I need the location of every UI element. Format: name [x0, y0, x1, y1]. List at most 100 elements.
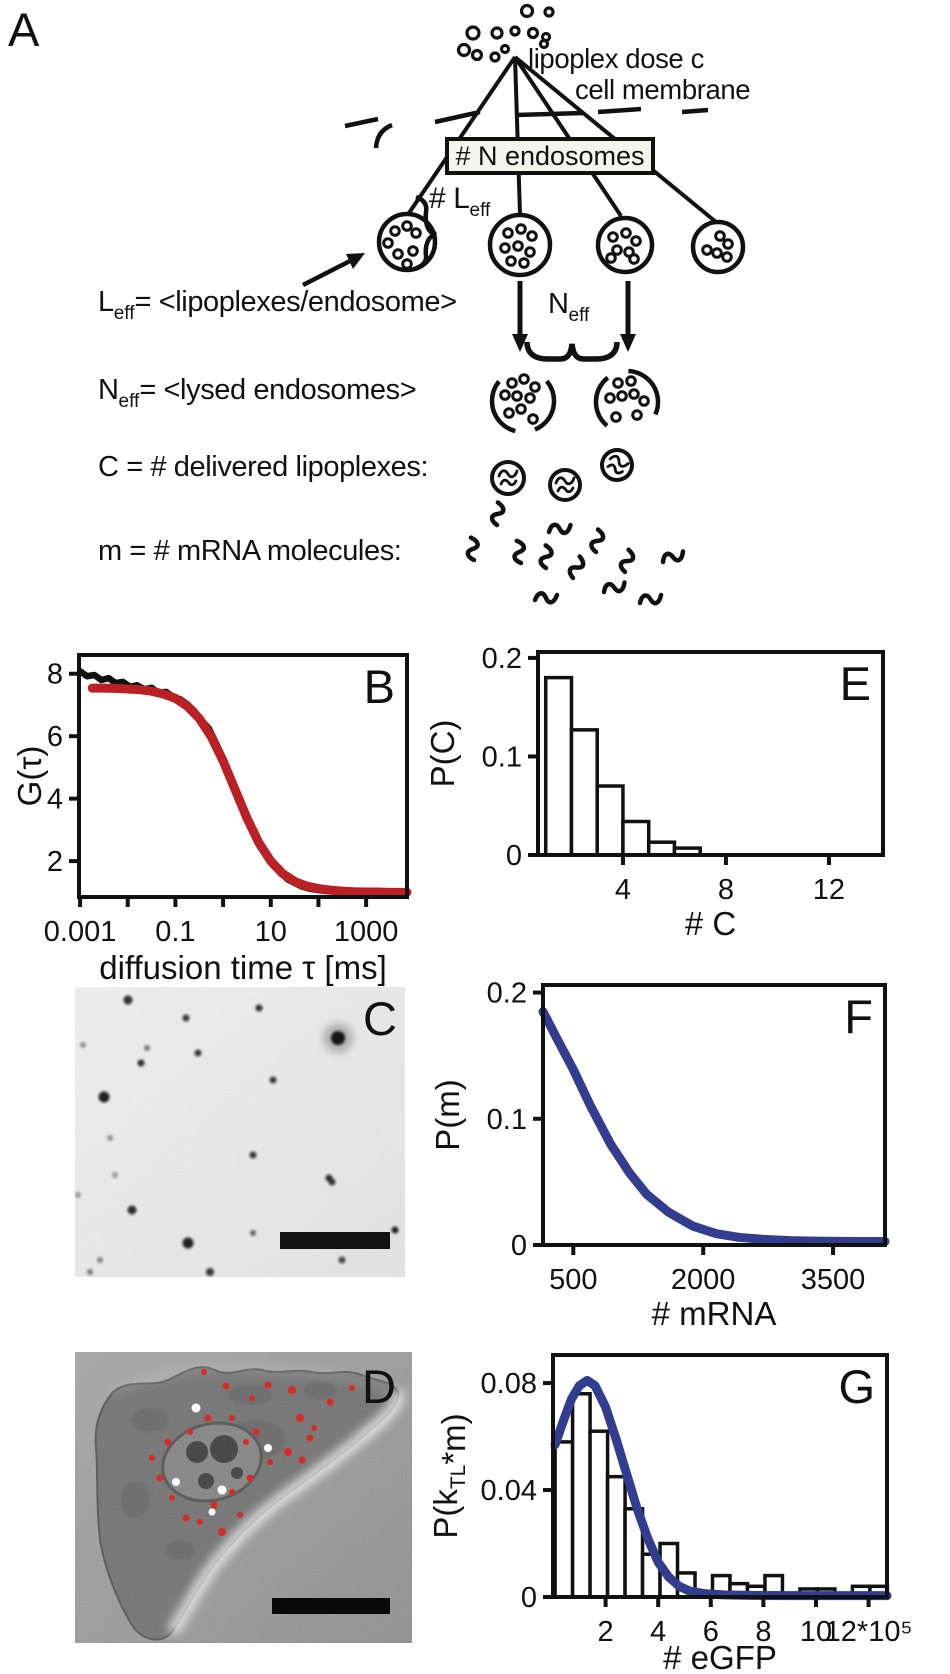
- x-tick-label: 500: [549, 1264, 597, 1296]
- cell-membrane-text: cell membrane: [575, 74, 751, 105]
- lysis-arrow-head: [512, 334, 528, 352]
- lipoplex-particle: [701, 244, 713, 256]
- lipoplex-dot-red: [187, 1429, 193, 1435]
- leff-count-label: # Leff: [429, 182, 490, 222]
- fluorescent-spot: [182, 1014, 190, 1022]
- fcs-autocorrelation-data-curve: [76, 667, 411, 896]
- lipoplex-particle: [711, 247, 723, 259]
- x-tick-label: 8: [755, 1616, 771, 1648]
- scale-bar: [280, 1232, 390, 1249]
- lipoplex-dot-red: [284, 1448, 292, 1456]
- chart-E: 4 8 12 0 0.1 0.2 # C P(C) E: [424, 643, 885, 942]
- uptake-line: [513, 55, 623, 218]
- mrna-coil: [606, 463, 624, 475]
- delivered-lipoplex: [490, 460, 526, 496]
- axes-box: [551, 1353, 889, 1599]
- lipoplex-dot-red: [246, 1474, 254, 1482]
- lipoplex-particle: [392, 248, 404, 260]
- uptake-line: [513, 56, 522, 215]
- lipoplex-dot-red: [252, 1428, 260, 1436]
- lipoplex-particle: [524, 392, 536, 404]
- endosome: [595, 215, 655, 275]
- fluorescent-spot: [182, 1237, 194, 1249]
- lipoplex-particle: [499, 242, 511, 254]
- lipoplex-particle: [721, 251, 733, 263]
- lipoplex-particle: [511, 390, 523, 402]
- lipoplex-particle: [527, 413, 539, 425]
- lipoplex-particle: [605, 252, 617, 264]
- mrna-squiggle: [637, 592, 664, 606]
- mrna-squiggle: [660, 549, 686, 565]
- lysed-endosome: [593, 368, 661, 436]
- x-tick-label: 4: [615, 874, 631, 906]
- x-tick-label: 4: [650, 1616, 666, 1648]
- fluorescent-spot: [338, 1256, 346, 1264]
- lipoplex-particle: [465, 25, 481, 41]
- endosome: [690, 219, 746, 275]
- fluorescent-spot: [123, 995, 133, 1005]
- x-tick-label: 2000: [671, 1264, 736, 1296]
- lipoplex-dot-white: [191, 1403, 201, 1413]
- histogram-bar: [569, 728, 599, 857]
- lipoplex-particle: [456, 42, 472, 58]
- y-tick-label: 0: [511, 1230, 527, 1262]
- fluorescent-spot: [87, 1269, 93, 1275]
- legend-row-leff: Leff= <lipoplexes/endosome>: [98, 286, 457, 325]
- lipoplex-dot-red: [326, 1398, 334, 1406]
- fluorescent-spot: [331, 1031, 345, 1045]
- lipoplex-dot-white: [172, 1478, 180, 1486]
- fluorescent-spot: [112, 1172, 118, 1178]
- y-tick-label: 0: [506, 840, 522, 872]
- mrna-squiggle: [618, 547, 636, 575]
- lipoplex-particle: [631, 409, 643, 421]
- lysed-endosome: [489, 367, 557, 435]
- legend-row-neff: Neff= <lysed endosomes>: [98, 374, 417, 413]
- fluorescent-spot: [249, 1151, 257, 1159]
- y-tick-label: 2: [47, 846, 63, 878]
- lipoplex-dot-red: [349, 1385, 355, 1391]
- lipoplex-particle: [616, 390, 628, 402]
- lipoplex-particle: [499, 43, 511, 55]
- mrna-coil: [608, 454, 630, 468]
- leff-arrow-head: [346, 253, 365, 269]
- lipoplex-particle: [401, 220, 413, 232]
- fluorescent-spot: [391, 1226, 399, 1234]
- legend-term: N: [98, 374, 119, 406]
- y-axis-label: G(τ): [11, 746, 48, 807]
- mrna-squiggle: [465, 535, 480, 563]
- leff-brace: [413, 194, 437, 272]
- lysis-arrow-head: [620, 334, 636, 352]
- leff-count-sub: eff: [469, 200, 491, 221]
- neff-arrow-term: N: [548, 288, 569, 320]
- legend-term-sub: eff: [118, 391, 140, 412]
- legend-definition: = # mRNA molecules:: [121, 535, 402, 567]
- axes-box: [77, 653, 409, 899]
- lipoplex-particle: [722, 238, 734, 250]
- lipoplex-particle: [638, 395, 650, 407]
- lipoplex-dot-red: [182, 1514, 190, 1522]
- neff-brace: [524, 341, 620, 362]
- y-tick-label: 0.2: [487, 978, 527, 1010]
- lipoplex-particle: [538, 38, 550, 50]
- lipoplex-particle: [401, 258, 413, 270]
- lipoplex-particle: [515, 403, 527, 415]
- uptake-line: [407, 55, 517, 215]
- axes-box: [541, 983, 887, 1247]
- legend-term-sub: eff: [113, 303, 135, 324]
- y-tick-label: 0.04: [481, 1475, 537, 1507]
- panel-letter-D: D: [362, 1360, 396, 1413]
- lipoplex-particle: [630, 235, 642, 247]
- delivered-lipoplex: [548, 468, 582, 502]
- lipoplex-dot-red: [210, 1501, 218, 1509]
- panel-letter-G: G: [838, 1360, 875, 1413]
- panel-letter-C: C: [363, 992, 397, 1045]
- lipoplex-particle: [515, 223, 527, 235]
- y-axis-label: P(m): [429, 1079, 466, 1150]
- lipoplex-dot-red: [156, 1474, 164, 1482]
- lipoplex-particle: [509, 25, 521, 37]
- lipoplex-particle: [612, 377, 624, 389]
- membrane-dash: [434, 109, 481, 125]
- lipoplex-particle: [526, 26, 540, 40]
- membrane-dash: [344, 116, 379, 129]
